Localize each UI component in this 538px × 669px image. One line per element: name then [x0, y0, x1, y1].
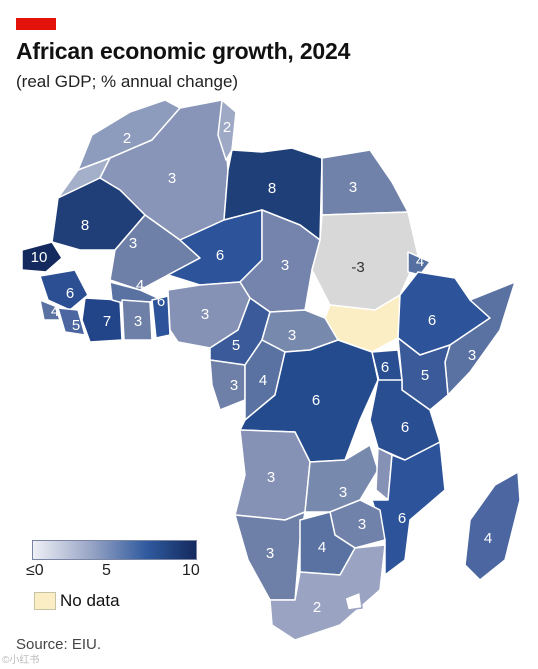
label-madagascar: 4: [484, 530, 492, 547]
legend-tick-mid: 5: [102, 562, 111, 579]
label-zambia: 3: [339, 484, 347, 501]
label-zimbabwe: 3: [358, 516, 366, 533]
label-gabon: 3: [230, 377, 238, 394]
label-tanzania: 6: [401, 419, 409, 436]
label-angola: 3: [267, 469, 275, 486]
region-zambia: [304, 444, 379, 513]
label-algeria: 3: [168, 170, 176, 187]
label-botswana: 4: [318, 539, 326, 556]
label-eritrea: 4: [416, 253, 424, 270]
region-tunisia: [217, 99, 237, 161]
label-namibia: 3: [266, 545, 274, 562]
label-sierra-leone: 4: [51, 303, 59, 320]
region-ghana: [121, 299, 153, 341]
label-mali: 3: [129, 235, 137, 252]
region-madagascar: [464, 471, 521, 581]
label-benin: 6: [157, 293, 165, 310]
label-uganda: 6: [381, 359, 389, 376]
chart-subtitle: (real GDP; % annual change): [16, 72, 239, 91]
label-tunisia: 2: [223, 119, 231, 136]
brand-tag: [16, 18, 56, 30]
label-liberia: 5: [72, 317, 80, 334]
region-benin: [151, 295, 171, 339]
region-south-africa: [269, 544, 386, 641]
label-egypt: 3: [349, 179, 357, 196]
region-gabon: [209, 359, 246, 411]
label-guinea: 6: [66, 285, 74, 302]
region-liberia: [57, 307, 86, 336]
color-scale: [32, 540, 197, 560]
legend-tick-low: ≤0: [26, 562, 44, 579]
label-libya: 8: [268, 180, 276, 197]
label-niger: 6: [216, 247, 224, 264]
label-car: 3: [288, 327, 296, 344]
source-note: Source: EIU.: [16, 636, 102, 653]
label-somalia: 3: [468, 347, 476, 364]
no-data-swatch: [34, 592, 56, 610]
label-mozambique: 6: [398, 510, 406, 527]
region-namibia: [234, 511, 306, 601]
label-congo: 4: [259, 372, 267, 389]
legend-tick-high: 10: [182, 562, 200, 579]
label-mauritania: 8: [81, 217, 89, 234]
region-egypt: [321, 149, 409, 216]
label-nigeria: 3: [201, 306, 209, 323]
watermark: ©小红书: [2, 655, 40, 666]
label-ethiopia: 6: [428, 312, 436, 329]
region-guinea: [39, 269, 89, 311]
label-drc: 6: [312, 392, 320, 409]
label-ghana: 3: [134, 313, 142, 330]
label-morocco: 2: [123, 130, 131, 147]
region-senegal: [21, 241, 63, 273]
label-senegal: 10: [31, 249, 48, 266]
region-mozambique: [371, 441, 446, 576]
region-lesotho: [344, 591, 363, 611]
label-cameroon: 5: [232, 337, 240, 354]
no-data-label: No data: [60, 591, 120, 610]
label-kenya: 5: [421, 367, 429, 384]
label-ivory-coast: 7: [103, 313, 111, 330]
label-sudan: -3: [351, 259, 364, 276]
label-chad: 3: [281, 257, 289, 274]
label-burkina-faso: 4: [136, 277, 144, 294]
label-south-africa: 2: [313, 599, 321, 616]
region-sierra-leone: [39, 299, 61, 321]
chart-title: African economic growth, 2024: [16, 38, 351, 64]
